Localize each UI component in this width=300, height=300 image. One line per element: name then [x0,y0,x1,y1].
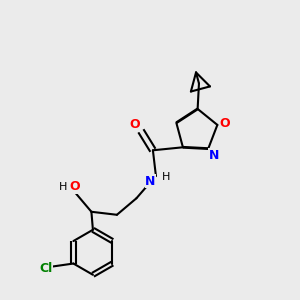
Text: Cl: Cl [39,262,52,275]
Text: O: O [69,180,80,194]
Text: N: N [145,175,156,188]
Text: H: H [59,182,68,192]
Text: O: O [220,117,230,130]
Text: O: O [130,118,140,131]
Text: N: N [208,149,219,162]
Text: H: H [162,172,171,182]
